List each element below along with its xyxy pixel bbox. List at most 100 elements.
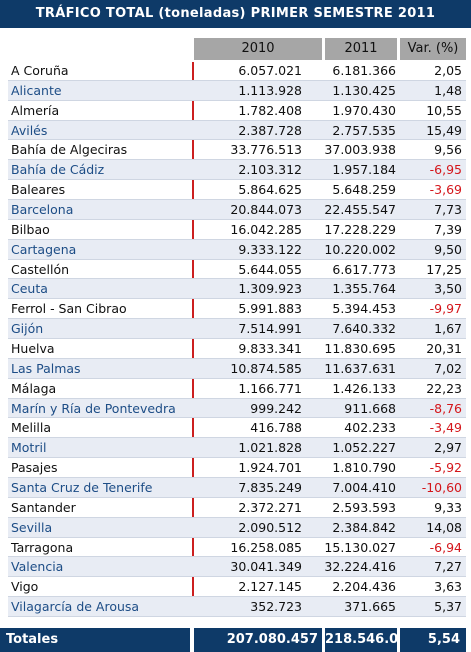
value-2011: 5.394.453 bbox=[332, 301, 396, 317]
port-name: Bahía de Algeciras bbox=[11, 142, 128, 158]
column-header-2010: 2010 bbox=[194, 38, 322, 60]
value-2010: 1.309.923 bbox=[238, 281, 302, 297]
table-row: Huelva 9.833.341 11.830.695 20,31 bbox=[8, 339, 466, 359]
value-variation: 10,55 bbox=[426, 102, 462, 118]
value-variation: 9,33 bbox=[434, 499, 462, 515]
value-2011: 1.810.790 bbox=[332, 460, 396, 476]
value-2010: 416.788 bbox=[250, 420, 302, 436]
port-name: Ferrol - San Cibrao bbox=[11, 301, 127, 317]
value-2011: 1.970.430 bbox=[332, 102, 396, 118]
value-variation: 7,27 bbox=[434, 559, 462, 575]
table-row: Ceuta 1.309.923 1.355.764 3,50 bbox=[8, 279, 466, 300]
value-2010: 1.782.408 bbox=[238, 102, 302, 118]
port-name: Málaga bbox=[11, 380, 57, 396]
port-name: Santander bbox=[11, 499, 76, 515]
value-variation: 3,63 bbox=[434, 579, 462, 595]
value-variation: -6,95 bbox=[429, 162, 462, 178]
value-2011: 17.228.229 bbox=[324, 221, 396, 237]
value-2011: 15.130.027 bbox=[324, 539, 396, 555]
port-name: Avilés bbox=[11, 122, 48, 138]
value-variation: -10,60 bbox=[421, 480, 462, 496]
value-variation: 5,37 bbox=[434, 599, 462, 615]
table-row: Vigo 2.127.145 2.204.436 3,63 bbox=[8, 577, 466, 598]
value-variation: 22,23 bbox=[426, 380, 462, 396]
table-row: Málaga 1.166.771 1.426.133 22,23 bbox=[8, 379, 466, 399]
value-2010: 2.387.728 bbox=[238, 122, 302, 138]
totals-label: Totales bbox=[0, 628, 190, 652]
value-variation: 1,67 bbox=[434, 321, 462, 337]
port-name: Las Palmas bbox=[11, 360, 81, 376]
port-name: Gijón bbox=[11, 321, 44, 337]
port-name: Melilla bbox=[11, 420, 52, 436]
totals-2011: 218.546.003 bbox=[325, 628, 416, 652]
table-row: Bahía de Algeciras 33.776.513 37.003.938 9,… bbox=[8, 140, 466, 161]
value-2011: 11.830.695 bbox=[324, 341, 396, 357]
value-variation: -3,69 bbox=[429, 182, 462, 198]
port-name: Ceuta bbox=[11, 281, 48, 297]
value-2010: 999.242 bbox=[250, 400, 302, 416]
port-name: Marín y Ría de Pontevedra bbox=[11, 400, 176, 416]
value-2011: 10.220.002 bbox=[324, 241, 396, 257]
column-divider bbox=[192, 62, 194, 617]
table-row: Bilbao 16.042.285 17.228.229 7,39 bbox=[8, 220, 466, 240]
value-2011: 7.004.410 bbox=[332, 480, 396, 496]
value-variation: 7,73 bbox=[434, 202, 462, 218]
table-title: TRÁFICO TOTAL (toneladas) PRIMER SEMESTR… bbox=[0, 0, 471, 28]
value-2011: 2.384.842 bbox=[332, 519, 396, 535]
value-2011: 1.957.184 bbox=[332, 162, 396, 178]
port-name: Cartagena bbox=[11, 241, 77, 257]
port-name: Barcelona bbox=[11, 202, 74, 218]
table-row: Castellón 5.644.055 6.617.773 17,25 bbox=[8, 260, 466, 280]
value-2010: 10.874.585 bbox=[230, 360, 302, 376]
value-2010: 9.833.341 bbox=[238, 341, 302, 357]
port-name: Tarragona bbox=[11, 539, 74, 555]
value-variation: 9,56 bbox=[434, 142, 462, 158]
table-row: Valencia 30.041.349 32.224.416 7,27 bbox=[8, 557, 466, 578]
table-row: Baleares 5.864.625 5.648.259 -3,69 bbox=[8, 180, 466, 201]
value-variation: 14,08 bbox=[426, 519, 462, 535]
table-row: Almería 1.782.408 1.970.430 10,55 bbox=[8, 101, 466, 121]
value-variation: 3,50 bbox=[434, 281, 462, 297]
value-2010: 2.127.145 bbox=[238, 579, 302, 595]
value-2010: 5.864.625 bbox=[238, 182, 302, 198]
table-row: Avilés 2.387.728 2.757.535 15,49 bbox=[8, 120, 466, 141]
value-variation: -9,97 bbox=[429, 301, 462, 317]
value-2010: 2.372.271 bbox=[238, 499, 302, 515]
table-row: Bahía de Cádiz 2.103.312 1.957.184 -6,95 bbox=[8, 160, 466, 181]
value-2011: 1.355.764 bbox=[332, 281, 396, 297]
port-name: Bilbao bbox=[11, 221, 50, 237]
value-2011: 371.665 bbox=[344, 599, 396, 615]
port-name: A Coruña bbox=[11, 63, 69, 78]
port-name: Motril bbox=[11, 440, 47, 456]
value-2010: 1.924.701 bbox=[238, 460, 302, 476]
port-name: Alicante bbox=[11, 82, 62, 98]
value-variation: 7,02 bbox=[434, 360, 462, 376]
value-variation: 20,31 bbox=[426, 341, 462, 357]
value-variation: 1,48 bbox=[434, 82, 462, 98]
value-2010: 1.113.928 bbox=[238, 82, 302, 98]
value-variation: -8,76 bbox=[429, 400, 462, 416]
table-row: Alicante 1.113.928 1.130.425 1,48 bbox=[8, 80, 466, 101]
table-row: A Coruña 6.057.021 6.181.366 2,05 bbox=[8, 61, 466, 81]
port-name: Vigo bbox=[11, 579, 39, 595]
value-variation: 9,50 bbox=[434, 241, 462, 257]
table-row: Ferrol - San Cibrao 5.991.883 5.394.453 -9,… bbox=[8, 299, 466, 320]
value-2011: 2.757.535 bbox=[332, 122, 396, 138]
value-2011: 32.224.416 bbox=[324, 559, 396, 575]
value-2011: 7.640.332 bbox=[332, 321, 396, 337]
value-2010: 16.042.285 bbox=[230, 221, 302, 237]
value-2011: 6.181.366 bbox=[332, 63, 396, 78]
value-2011: 911.668 bbox=[344, 400, 396, 416]
value-2011: 11.637.631 bbox=[324, 360, 396, 376]
value-2010: 7.835.249 bbox=[238, 480, 302, 496]
value-2011: 6.617.773 bbox=[332, 261, 396, 277]
value-variation: -3,49 bbox=[429, 420, 462, 436]
table-row: Motril 1.021.828 1.052.227 2,97 bbox=[8, 438, 466, 459]
table-row: Vilagarcía de Arousa 352.723 371.665 5,37 bbox=[8, 597, 466, 618]
value-2010: 20.844.073 bbox=[230, 202, 302, 218]
totals-variation: 5,54 bbox=[400, 628, 466, 652]
value-2010: 5.991.883 bbox=[238, 301, 302, 317]
totals-row: Totales 207.080.457 218.546.003 5,54 bbox=[0, 628, 471, 652]
port-name: Santa Cruz de Tenerife bbox=[11, 480, 153, 496]
value-2011: 22.455.547 bbox=[324, 202, 396, 218]
